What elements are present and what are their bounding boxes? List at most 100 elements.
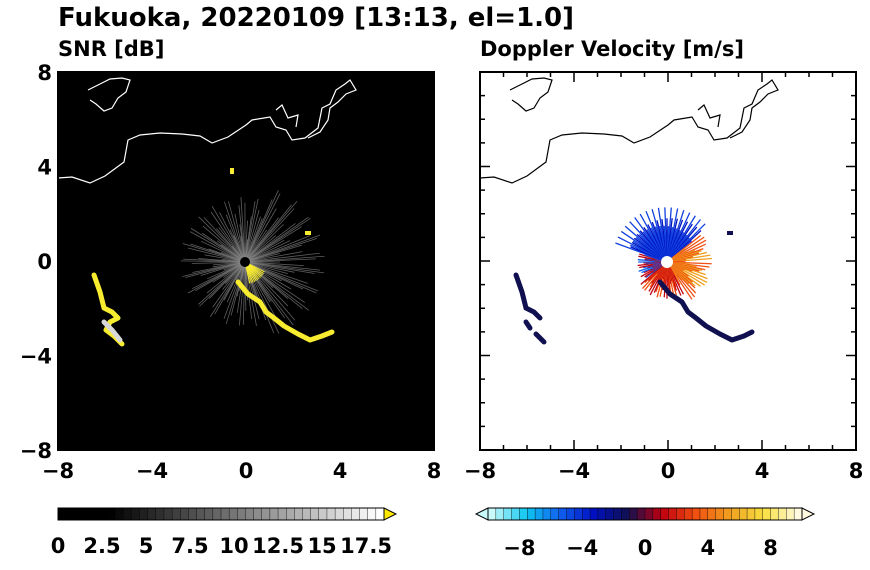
snr-clutter-ray <box>192 261 246 290</box>
snr-colorbar-labels: 0 2.5 5 7.5 10 12.5 15 17.5 <box>51 534 392 558</box>
doppler-colorbar-cell <box>778 507 788 521</box>
snr-colorbar-cell <box>82 507 92 521</box>
dop-xtick-label: −8 <box>464 459 496 483</box>
snr-colorbar-cell <box>318 507 328 521</box>
snr-clutter-ray <box>189 231 246 263</box>
snr-colorbar-cell <box>343 507 353 521</box>
snr-clutter-ray <box>244 252 320 263</box>
snr-colorbar-cell <box>147 507 157 521</box>
snr-xtick-label: 0 <box>239 459 254 483</box>
snr-clutter-ray <box>244 226 302 263</box>
snr-coastline <box>57 79 357 184</box>
snr-colorbar-cell <box>139 507 149 521</box>
snr-colorbar-cell <box>180 507 190 521</box>
snr-colorbar-cell <box>74 507 84 521</box>
snr-clutter-ray <box>204 254 246 263</box>
doppler-colorbar-cell <box>723 507 733 521</box>
dop-xtick-label: 0 <box>661 459 676 483</box>
snr-clutter-ray <box>210 211 246 263</box>
doppler-colorbar-cell <box>739 507 748 521</box>
snr-clutter-ray <box>212 261 246 308</box>
snr-clutter-ray <box>211 205 246 263</box>
doppler-colorbar-cell <box>676 507 685 521</box>
snr-island-outline <box>87 77 131 112</box>
snr-ytick-label: −8 <box>20 439 52 463</box>
doppler-colorbar-cell <box>786 507 795 521</box>
snr-clutter-ray <box>244 261 304 267</box>
snr-clutter-ray <box>244 258 316 263</box>
snr-colorbar-cell <box>237 507 247 521</box>
snr-colorbar-cell <box>196 507 206 521</box>
doppler-colorbar-cell <box>770 507 780 521</box>
doppler-coast-group <box>479 77 779 184</box>
doppler-colorbar-cell <box>495 507 505 521</box>
snr-colorbar-tick-label: 10 <box>219 534 248 558</box>
snr-colorbar-cell <box>286 507 296 521</box>
doppler-colorbar-cell <box>699 507 709 521</box>
snr-echo-west-weak <box>101 319 123 343</box>
snr-clutter-ray <box>238 205 246 263</box>
snr-colorbar-tick-label: 0 <box>51 534 66 558</box>
doppler-colorbar-cell <box>660 507 670 521</box>
doppler-colorbar-cell <box>644 507 654 521</box>
snr-clutter-ray <box>244 251 303 263</box>
snr-clutter-ray <box>244 261 319 292</box>
doppler-panel: Doppler Velocity [m/s] −8 −4 0 4 8 −8 −4 0 4 8 <box>464 37 863 560</box>
snr-clutter-ray <box>244 261 253 320</box>
snr-clutter-ray <box>244 261 308 284</box>
doppler-panel-title: Doppler Velocity [m/s] <box>480 37 744 61</box>
snr-echo-north-blob <box>230 168 234 174</box>
doppler-colorbar-cell <box>558 507 568 521</box>
snr-clutter-ray <box>244 261 315 274</box>
snr-axes: −8 −4 0 4 8 8 4 0 −4 −8 <box>20 61 442 483</box>
doppler-echo-west <box>513 272 547 345</box>
snr-clutter-ray <box>244 193 281 263</box>
snr-clutter-ray <box>244 224 284 263</box>
doppler-colorbar-tick-label: 8 <box>763 536 778 560</box>
doppler-colorbar-cell <box>691 507 701 521</box>
snr-clutter-ray <box>244 244 303 263</box>
snr-radar-clutter <box>180 190 325 334</box>
snr-panel: SNR [dB] −8 −4 0 4 8 8 4 0 −4 −8 0 2.5 5 7.5 10 12.5 15… <box>20 37 442 558</box>
doppler-colorbar-cell <box>707 507 717 521</box>
snr-ytick-label: 8 <box>37 61 52 85</box>
snr-colorbar-frame <box>57 507 385 521</box>
snr-clutter-ray <box>240 197 246 263</box>
snr-colorbar-tick-label: 15 <box>307 534 336 558</box>
snr-echo-east-blob <box>305 231 311 235</box>
doppler-colorbar-cell <box>762 507 772 521</box>
doppler-colorbar-cell <box>613 507 623 521</box>
snr-harbor-outline <box>275 104 299 128</box>
doppler-radar-site <box>661 256 673 268</box>
snr-clutter-ray <box>244 261 288 275</box>
snr-colorbar-cell <box>131 507 141 521</box>
snr-clutter-ray <box>238 261 246 326</box>
snr-clutter-ray <box>244 216 261 263</box>
snr-clutter-ray <box>210 261 246 317</box>
doppler-colorbar-cell <box>511 507 521 521</box>
snr-colorbar-cell <box>106 507 116 521</box>
snr-colorbar-cell <box>57 507 67 521</box>
snr-clutter-ray <box>244 198 259 263</box>
snr-colorbar-cell <box>188 507 198 521</box>
snr-clutter-ray <box>191 261 246 264</box>
snr-colorbar-extend-max <box>383 507 398 521</box>
snr-frame <box>57 71 435 451</box>
snr-echo-west <box>91 272 125 347</box>
doppler-colorbar-cell <box>668 507 678 521</box>
snr-xtick-label: 8 <box>427 459 442 483</box>
snr-colorbar-cell <box>155 507 165 521</box>
dop-xtick-label: 4 <box>755 459 770 483</box>
snr-colorbar-cell <box>367 507 377 521</box>
doppler-colorbar-cell <box>487 507 497 521</box>
doppler-echo-east-blob <box>727 231 733 235</box>
doppler-colorbar-cell <box>550 507 560 521</box>
doppler-colorbar-cell <box>527 507 536 521</box>
snr-clutter-ray <box>244 208 295 263</box>
doppler-frame <box>479 71 857 451</box>
doppler-colorbar-labels: −8 −4 0 4 8 <box>503 536 778 560</box>
snr-echo-southeast <box>235 279 335 343</box>
figure-title: Fukuoka, 20220109 [13:13, el=1.0] <box>58 3 574 33</box>
snr-colorbar-cell <box>351 507 361 521</box>
